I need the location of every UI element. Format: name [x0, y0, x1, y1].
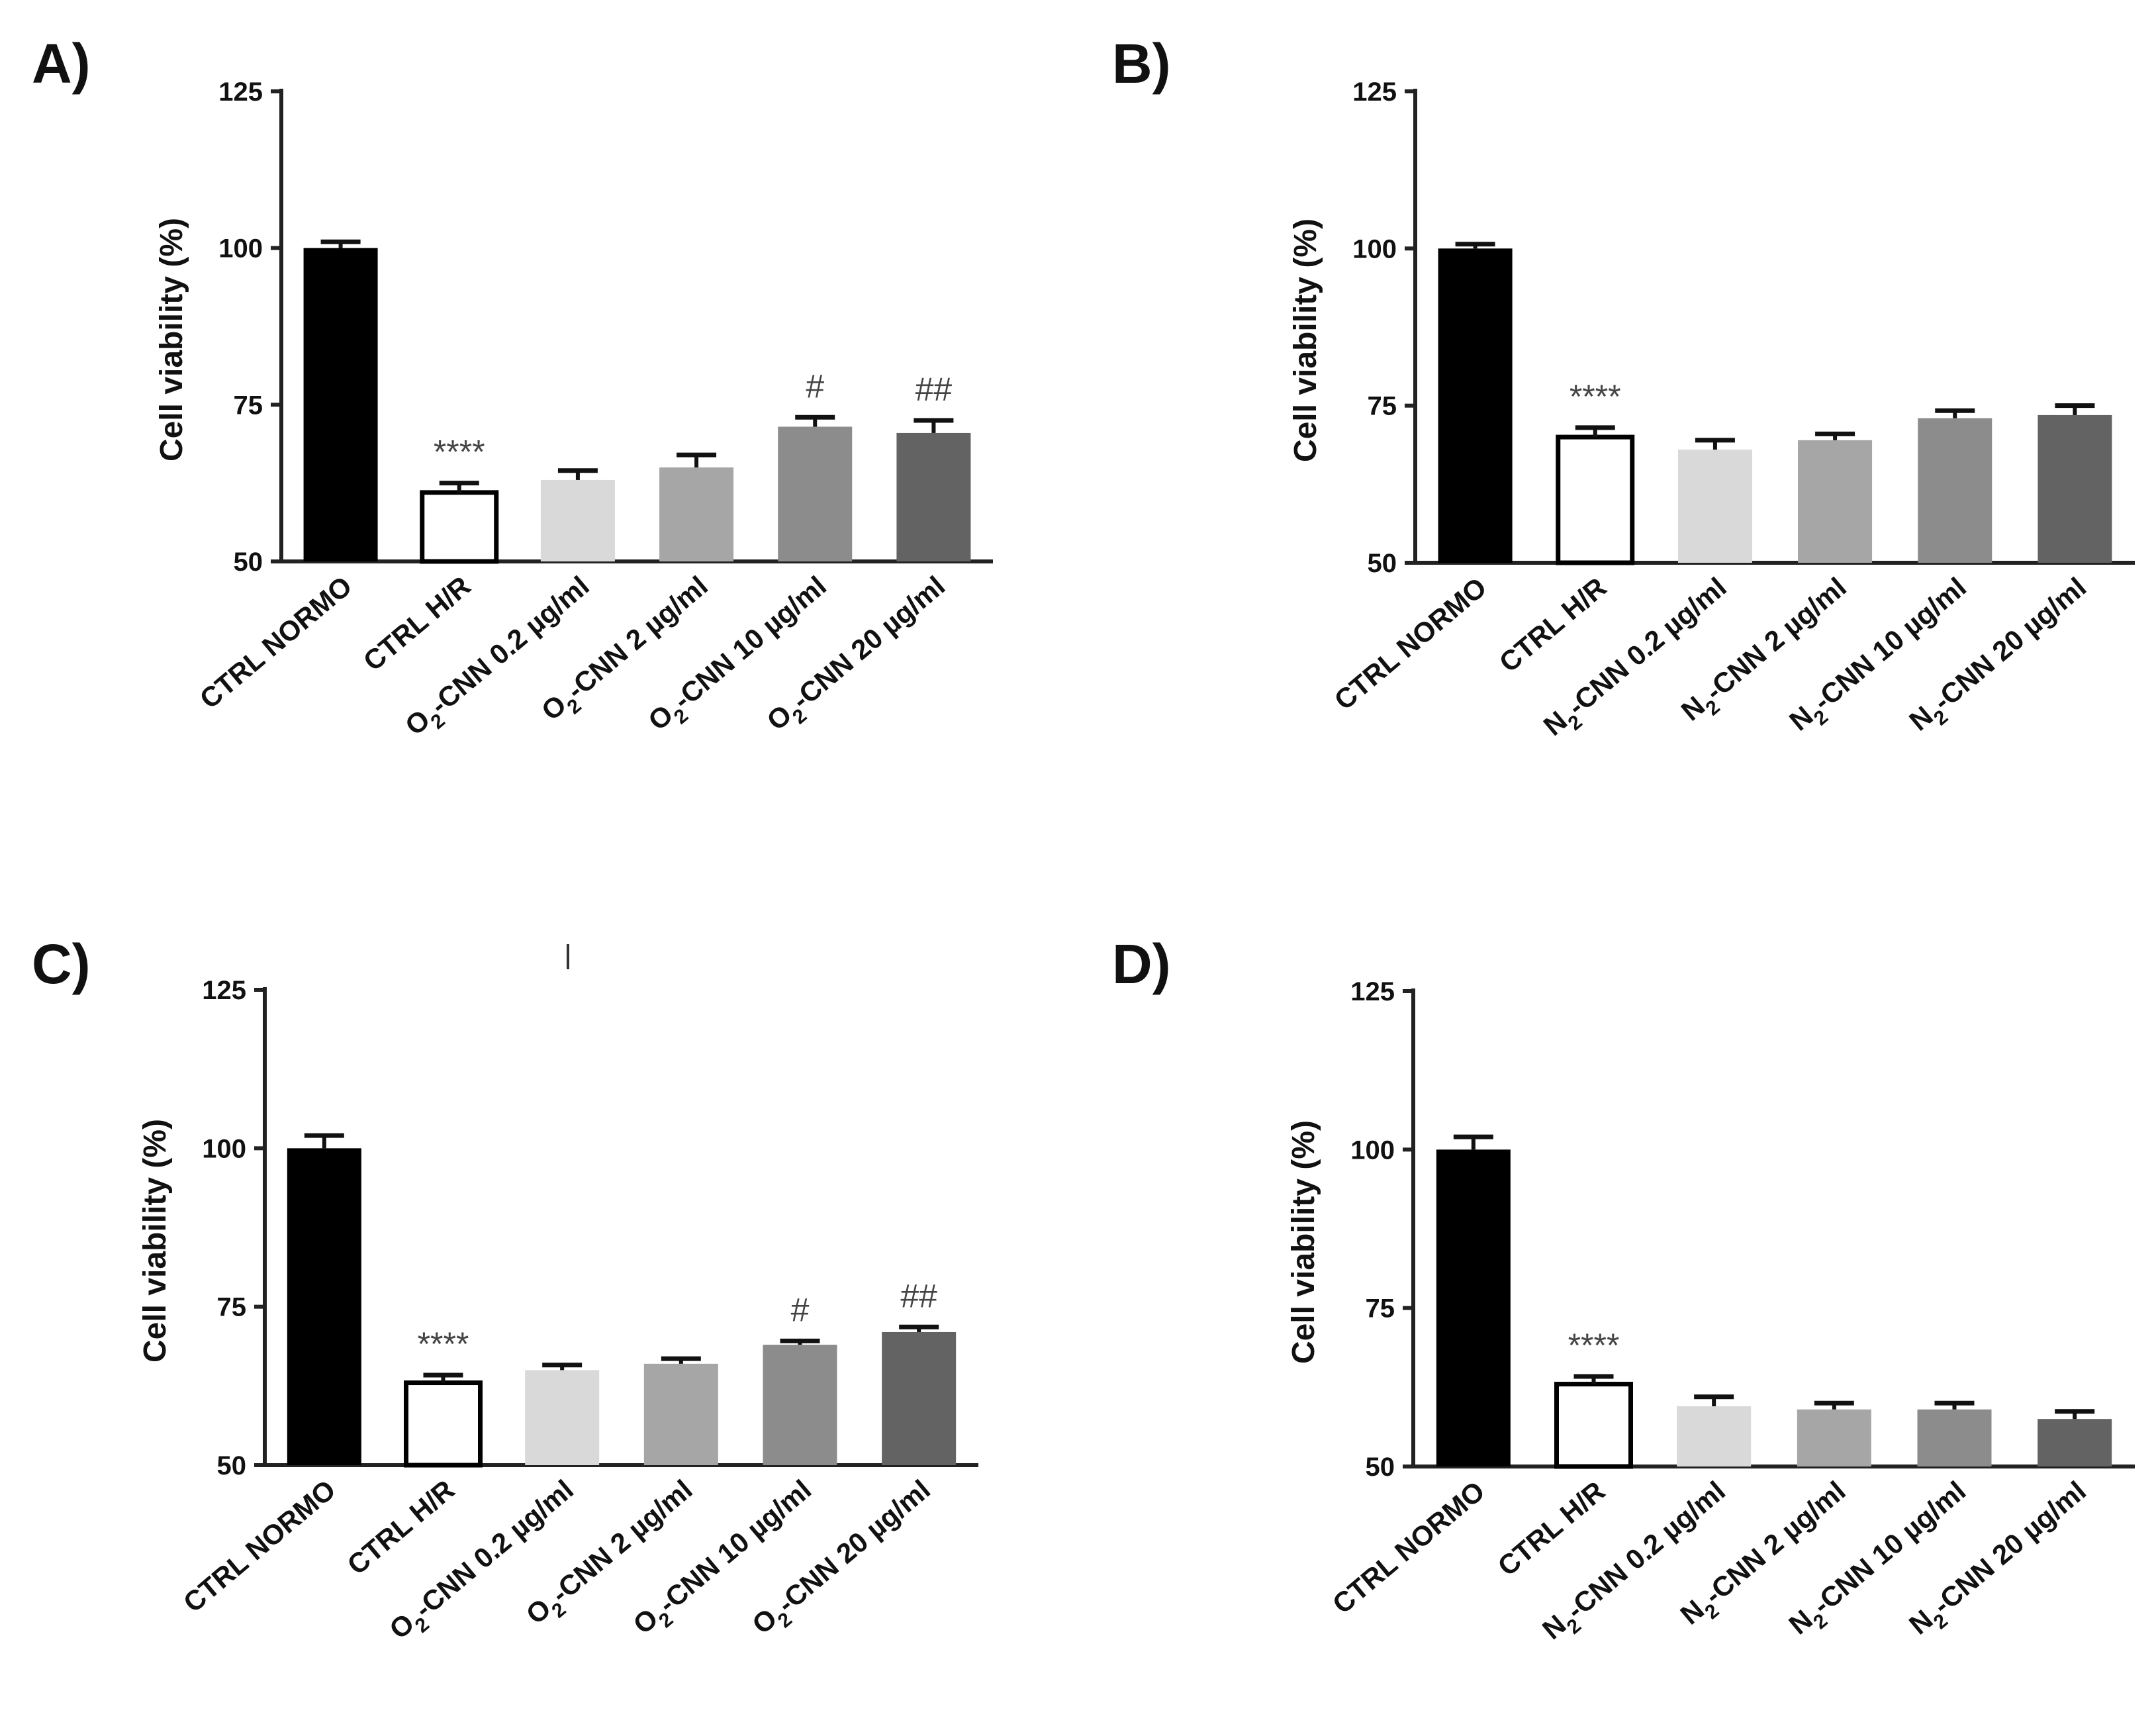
panel-label: A) — [32, 32, 91, 95]
panel-label: D) — [1112, 933, 1171, 995]
bar — [1917, 1409, 1992, 1466]
category-label: CTRL NORMO — [1327, 1475, 1491, 1619]
panel-d: D) 50 75 100 125 Cell viability (%) CTRL NORMO… — [1112, 933, 2135, 1645]
bar — [643, 1363, 718, 1465]
bar — [763, 1345, 837, 1465]
category-label-text: CTRL H/R — [342, 1474, 461, 1580]
bar — [2038, 414, 2112, 563]
bar — [303, 248, 378, 561]
y-tick-label: 75 — [1366, 1294, 1395, 1323]
significance-label: **** — [1570, 378, 1621, 415]
bar — [1556, 434, 1635, 565]
bar — [778, 426, 853, 561]
category-label-text: CTRL H/R — [1492, 1475, 1611, 1582]
significance-label: ## — [900, 1277, 937, 1314]
category-label: CTRL H/R — [1493, 571, 1613, 678]
significance-label: ## — [915, 371, 953, 408]
category-label-text: O — [761, 698, 797, 736]
y-tick-label: 100 — [218, 234, 263, 264]
category-label-text: CTRL NORMO — [194, 570, 358, 714]
category-label: CTRL H/R — [342, 1474, 461, 1580]
significance-label: **** — [1568, 1327, 1620, 1364]
y-axis-title: Cell viability (%) — [1286, 1120, 1321, 1364]
category-label-text: CTRL H/R — [1493, 571, 1613, 678]
category-label-text: CTRL H/R — [357, 570, 477, 677]
category-label-text: O — [746, 1602, 782, 1640]
y-tick-label: 100 — [1350, 1135, 1395, 1165]
y-tick-label: 50 — [234, 548, 263, 577]
category-label: CTRL H/R — [357, 570, 477, 677]
y-axis-title: Cell viability (%) — [1288, 218, 1323, 462]
category-label-text: O — [627, 1602, 663, 1640]
y-tick-label: 50 — [1368, 549, 1397, 578]
y-tick-label: 100 — [202, 1134, 246, 1163]
bar — [420, 490, 499, 564]
category-label-text: O — [520, 1592, 557, 1630]
y-tick-label: 75 — [217, 1293, 247, 1322]
bar — [659, 467, 734, 561]
significance-label: # — [791, 1291, 810, 1328]
y-tick-label: 50 — [217, 1451, 247, 1480]
category-label-text: CTRL NORMO — [177, 1474, 342, 1618]
bar — [1438, 248, 1513, 563]
panel-a: A) 50 75 100 125 Cell viability (%) CTRL NORMO… — [32, 32, 993, 742]
bar — [1798, 440, 1873, 563]
y-tick-label: 100 — [1352, 234, 1397, 264]
category-label: CTRL H/R — [1492, 1475, 1611, 1582]
y-tick-label: 125 — [1350, 977, 1395, 1006]
y-tick-label: 75 — [1368, 392, 1397, 421]
bar — [882, 1331, 957, 1465]
y-tick-label: 125 — [1352, 77, 1397, 107]
bar — [540, 479, 615, 561]
significance-label: # — [806, 367, 824, 405]
bar — [1436, 1149, 1511, 1466]
y-tick-label: 75 — [234, 391, 263, 420]
panel-b: B) 50 75 100 125 Cell viability (%) CTRL NORMO… — [1112, 32, 2135, 742]
bar — [1918, 418, 1992, 563]
panel-label: C) — [32, 933, 91, 995]
category-label-text: O — [642, 698, 679, 736]
y-tick-label: 125 — [218, 77, 263, 107]
bar — [525, 1370, 600, 1465]
category-label-text: O — [399, 704, 436, 742]
y-tick-label: 125 — [202, 976, 246, 1005]
y-axis-title: Cell viability (%) — [138, 1119, 173, 1363]
bar — [1677, 450, 1752, 563]
significance-label: **** — [434, 434, 485, 471]
category-label: CTRL NORMO — [177, 1474, 342, 1618]
category-label-text: O — [536, 689, 572, 726]
category-label: CTRL NORMO — [194, 570, 358, 714]
panel-label: B) — [1112, 32, 1171, 95]
y-axis-title: Cell viability (%) — [154, 218, 189, 461]
bar — [404, 1380, 483, 1468]
bar — [896, 432, 971, 561]
category-label-text: CTRL NORMO — [1329, 571, 1493, 716]
bar — [1797, 1409, 1871, 1466]
category-label-text: CTRL NORMO — [1327, 1475, 1491, 1619]
bar — [1677, 1406, 1752, 1466]
bar — [2038, 1419, 2112, 1466]
panel-c: C) 50 75 100 125 Cell viability (%) CTRL NORMO… — [32, 933, 978, 1645]
category-label-text: O — [383, 1608, 420, 1645]
bar — [1554, 1382, 1633, 1469]
y-tick-label: 50 — [1366, 1453, 1395, 1482]
bar — [287, 1148, 361, 1465]
category-label: CTRL NORMO — [1329, 571, 1493, 716]
significance-label: **** — [418, 1325, 469, 1363]
